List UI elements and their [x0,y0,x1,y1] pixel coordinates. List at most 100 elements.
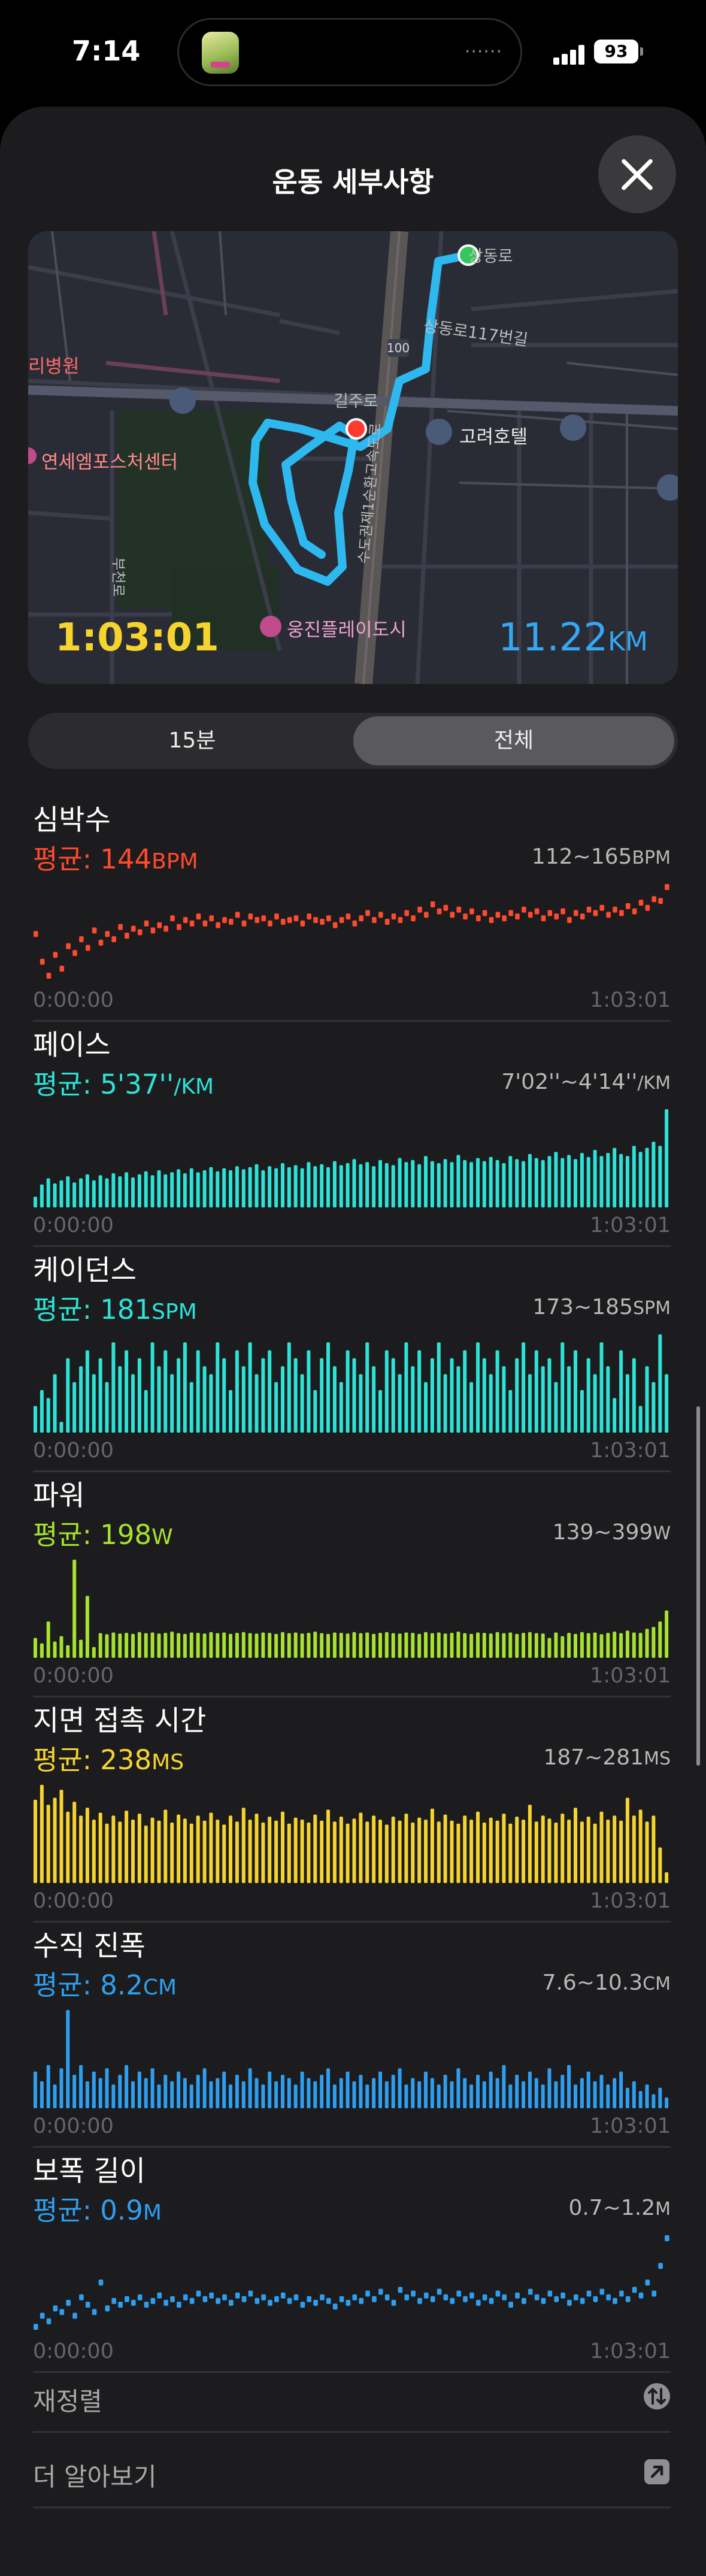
chart-mark [229,1815,232,1883]
chart-mark [105,2305,110,2312]
chart-mark [222,1358,226,1433]
chart-mark [638,900,644,906]
chart-mark [125,1350,129,1433]
average-label: 평균: [33,1294,101,1325]
chart-mark [450,2081,454,2108]
average-unit: M [143,2200,162,2225]
chart-mark [632,1815,636,1883]
chart-mark [456,1155,460,1207]
chart-mark [515,2292,520,2299]
island-indicator: ······ [464,41,502,62]
chart-mark [606,2294,611,2300]
vertical-oscillation-section[interactable]: 수직 진폭 평균: 8.2CM 7.6~10.3CM 0:00:00 1:03:01 [33,1923,671,2148]
chart-mark [287,1342,291,1433]
chart-mark [241,1632,246,1658]
reorder-row[interactable]: 재정렬 [33,2359,671,2433]
chart-mark [281,919,286,925]
close-button[interactable] [598,135,676,213]
pace-section[interactable]: 페이스 평균: 5'37''/KM 7'02''~4'14''/KM 0:00:00 1… [33,1022,671,1247]
chart-mark [463,913,468,920]
ground-contact-time-section[interactable]: 지면 접촉 시간 평균: 238MS 187~281MS 0:00:00 1:03:01 [33,1697,671,1923]
chart-mark [469,1382,474,1433]
chart-mark [450,1162,454,1207]
route-map[interactable]: 100 리병원 연세엠포스처센터 고려호텔 웅진플레이도시 상동로117번길 상… [28,231,678,684]
chart-mark [144,1390,148,1433]
chart-mark [599,2075,604,2108]
chart-start-time: 0:00:00 [33,2114,114,2138]
cadence-section[interactable]: 케이던스 평균: 181SPM 173~185SPM 0:00:00 1:03:01 [33,1247,671,1472]
chart-mark [177,924,181,930]
metric-title: 보폭 길이 [33,2155,146,2188]
chart-mark [72,2312,77,2319]
chart-mark [430,901,435,907]
chart-mark [131,1820,135,1883]
chart-mark [332,922,338,928]
chart-mark [632,1632,636,1658]
chart-mark [613,906,617,913]
chart-mark [495,1632,499,1658]
chart-mark [450,1358,454,1433]
chart-mark [144,2078,148,2108]
map-label-road-5: 부천로 [110,557,127,597]
chart-mark [625,2296,631,2302]
chart-mark [313,1166,317,1207]
chart-mark [40,2312,45,2319]
chart-mark [222,917,227,924]
chart-mark [398,1158,402,1207]
power-chart [34,1560,669,1658]
chart-mark [202,2068,207,2108]
chart-mark [645,1366,649,1433]
chart-mark [196,1815,200,1883]
chart-mark [118,2302,123,2308]
heart-rate-section[interactable]: 심박수 평균: 144BPM 112~165BPM 0:00:00 1:03:01 [33,797,671,1022]
chart-mark [241,1808,246,1883]
chart-mark [554,1823,558,1883]
chart-mark [372,1815,376,1883]
chart-mark [391,1165,395,1207]
stride-length-section[interactable]: 보폭 길이 평균: 0.9M 0.7~1.2M 0:00:00 1:03:01 [33,2148,671,2373]
chart-mark [346,1633,350,1658]
chart-mark [150,1817,154,1883]
chart-mark [241,2296,247,2302]
chart-mark [378,1160,382,1207]
chart-mark [665,1610,669,1658]
chart-mark [222,2294,227,2300]
segment-all[interactable]: 전체 [353,716,674,765]
chart-end-time: 1:03:01 [590,1439,671,1463]
chart-mark [34,2071,37,2108]
average-label: 평균: [33,843,101,875]
chart-mark [209,1632,213,1658]
chart-mark [652,2094,656,2108]
chart-mark [241,1366,246,1433]
reorder-icon[interactable] [643,2383,671,2410]
chart-mark [352,2294,357,2300]
chart-mark [645,2280,650,2286]
segment-15min[interactable]: 15분 [168,728,216,753]
power-section[interactable]: 파워 평균: 198W 139~399W 0:00:00 1:03:01 [33,1472,671,1697]
chart-mark [111,1342,116,1433]
chart-mark [222,1824,226,1883]
chart-mark [456,1366,460,1433]
scroll-indicator[interactable] [696,1406,700,1766]
chart-mark [216,1171,220,1207]
external-link-icon[interactable] [643,2458,671,2486]
chart-mark [632,908,637,915]
chart-mark [613,1631,617,1658]
chart-mark [378,912,383,918]
chart-mark [300,1633,304,1658]
chart-mark [398,1820,402,1883]
chart-mark [593,2296,598,2302]
chart-mark [567,2065,571,2108]
learn-more-row[interactable]: 더 알아보기 [33,2434,671,2508]
chart-mark [293,1358,298,1433]
chart-mark [554,913,559,920]
chart-mark [515,2075,519,2108]
chart-mark [241,1169,246,1207]
start-point-marker [457,244,479,266]
chart-mark [150,1342,154,1433]
chart-mark [476,2299,481,2306]
chart-mark [450,1820,454,1883]
chart-mark [46,1621,50,1658]
dynamic-island[interactable]: ······ [177,18,522,86]
chart-mark [229,1170,232,1207]
